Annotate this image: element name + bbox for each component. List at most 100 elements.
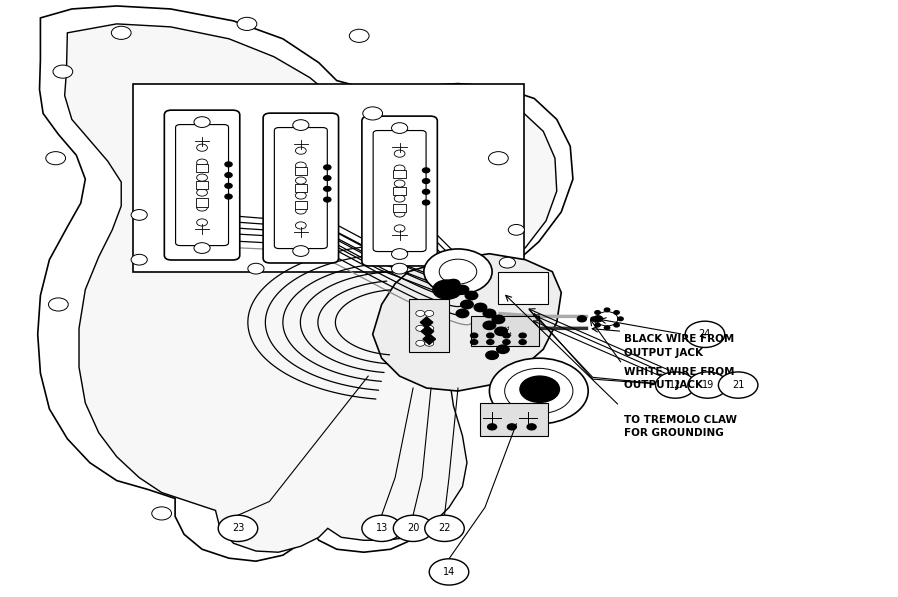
Text: 23: 23 xyxy=(232,524,244,533)
FancyBboxPatch shape xyxy=(471,316,539,346)
Circle shape xyxy=(295,147,306,154)
Circle shape xyxy=(422,179,429,183)
Circle shape xyxy=(688,372,727,398)
Text: TO TREMOLO CLAW
FOR GROUNDING: TO TREMOLO CLAW FOR GROUNDING xyxy=(624,415,737,438)
Text: 14: 14 xyxy=(443,567,455,577)
Circle shape xyxy=(656,372,695,398)
Circle shape xyxy=(520,376,559,402)
Text: BLACK WIRE FROM
OUTPUT JACK: BLACK WIRE FROM OUTPUT JACK xyxy=(624,334,735,358)
Polygon shape xyxy=(38,6,573,561)
Circle shape xyxy=(416,340,425,346)
Circle shape xyxy=(465,291,478,300)
Text: mid
boost: mid boost xyxy=(498,326,512,337)
Circle shape xyxy=(394,180,405,187)
Circle shape xyxy=(295,177,306,184)
Circle shape xyxy=(394,225,405,232)
Circle shape xyxy=(456,285,469,294)
Circle shape xyxy=(614,310,620,314)
FancyBboxPatch shape xyxy=(393,204,406,213)
Circle shape xyxy=(197,219,207,226)
Circle shape xyxy=(152,507,172,520)
Polygon shape xyxy=(65,24,557,552)
Circle shape xyxy=(508,224,524,235)
Text: 21: 21 xyxy=(732,380,744,390)
FancyBboxPatch shape xyxy=(393,170,406,178)
FancyBboxPatch shape xyxy=(480,403,548,436)
Circle shape xyxy=(614,324,620,327)
Circle shape xyxy=(295,192,306,199)
Circle shape xyxy=(295,207,306,214)
Circle shape xyxy=(46,152,66,165)
Circle shape xyxy=(471,333,478,338)
Circle shape xyxy=(422,168,429,173)
Text: 22: 22 xyxy=(438,524,451,533)
Circle shape xyxy=(394,195,405,202)
Circle shape xyxy=(519,340,526,344)
FancyBboxPatch shape xyxy=(374,131,426,251)
Circle shape xyxy=(503,333,510,338)
Circle shape xyxy=(224,173,232,177)
Circle shape xyxy=(295,222,306,229)
Circle shape xyxy=(48,298,68,311)
Circle shape xyxy=(685,321,725,347)
Circle shape xyxy=(471,340,478,344)
Polygon shape xyxy=(423,334,436,344)
Circle shape xyxy=(131,254,147,265)
Circle shape xyxy=(197,174,207,181)
Circle shape xyxy=(392,122,408,133)
FancyBboxPatch shape xyxy=(295,167,307,175)
Circle shape xyxy=(363,107,383,120)
Polygon shape xyxy=(420,317,433,328)
Circle shape xyxy=(224,183,232,188)
Circle shape xyxy=(507,424,516,430)
Circle shape xyxy=(499,257,515,268)
Circle shape xyxy=(596,312,618,326)
Circle shape xyxy=(422,189,429,194)
Circle shape xyxy=(519,333,526,338)
Circle shape xyxy=(394,210,405,217)
Circle shape xyxy=(237,17,257,30)
Circle shape xyxy=(495,327,507,336)
Circle shape xyxy=(433,280,462,299)
Circle shape xyxy=(487,333,494,338)
Circle shape xyxy=(53,65,73,78)
Circle shape xyxy=(489,358,588,424)
Circle shape xyxy=(425,310,434,316)
FancyBboxPatch shape xyxy=(393,187,406,195)
FancyBboxPatch shape xyxy=(133,84,524,272)
Circle shape xyxy=(197,159,207,166)
Circle shape xyxy=(487,340,494,344)
Circle shape xyxy=(422,200,429,205)
Circle shape xyxy=(323,197,330,202)
Circle shape xyxy=(618,317,623,321)
Circle shape xyxy=(492,315,505,324)
Circle shape xyxy=(197,189,207,196)
Circle shape xyxy=(439,259,477,284)
Circle shape xyxy=(483,309,496,318)
FancyBboxPatch shape xyxy=(295,184,307,192)
Text: 12: 12 xyxy=(669,380,682,390)
Polygon shape xyxy=(421,326,434,337)
Circle shape xyxy=(295,162,306,169)
Circle shape xyxy=(131,210,147,220)
Circle shape xyxy=(594,310,600,314)
Circle shape xyxy=(323,165,330,170)
Circle shape xyxy=(111,26,131,39)
Circle shape xyxy=(604,308,610,312)
Circle shape xyxy=(425,325,434,331)
Circle shape xyxy=(394,165,405,172)
FancyBboxPatch shape xyxy=(176,125,228,245)
Circle shape xyxy=(594,316,603,322)
Circle shape xyxy=(349,29,369,42)
Circle shape xyxy=(604,326,610,330)
Text: 24: 24 xyxy=(699,330,711,339)
FancyBboxPatch shape xyxy=(362,116,437,266)
Circle shape xyxy=(577,316,586,322)
Circle shape xyxy=(293,246,309,257)
Polygon shape xyxy=(373,254,561,391)
FancyBboxPatch shape xyxy=(263,113,339,263)
FancyBboxPatch shape xyxy=(196,164,208,172)
Circle shape xyxy=(447,279,460,288)
Circle shape xyxy=(503,340,510,344)
Circle shape xyxy=(456,309,469,318)
